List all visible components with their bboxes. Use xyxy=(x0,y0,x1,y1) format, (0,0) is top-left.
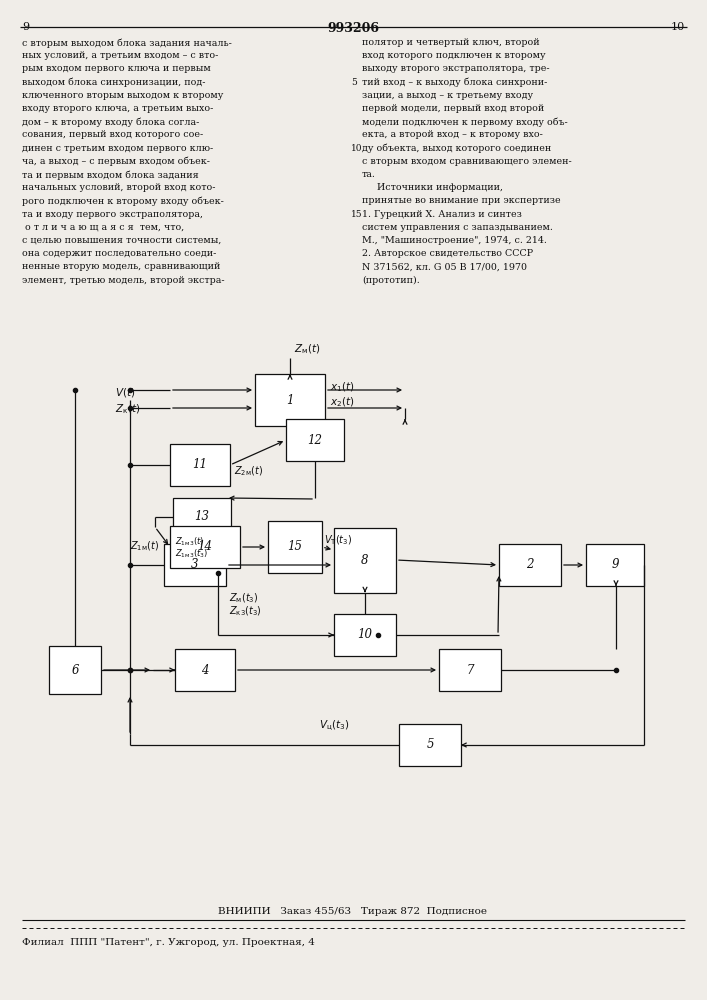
Text: $x_2(t)$: $x_2(t)$ xyxy=(330,395,354,409)
Text: 2. Авторское свидетельство СССР: 2. Авторское свидетельство СССР xyxy=(362,249,533,258)
Text: екта, а второй вход – к второму вхо-: екта, а второй вход – к второму вхо- xyxy=(362,130,543,139)
Text: $V_{\rm T}(t_3)$: $V_{\rm T}(t_3)$ xyxy=(324,533,352,547)
Text: 9: 9 xyxy=(612,558,619,572)
Text: та и входу первого экстраполятора,: та и входу первого экстраполятора, xyxy=(22,210,203,219)
Bar xyxy=(49,646,101,694)
Text: $Z_{\rm м}(t_3)$: $Z_{\rm м}(t_3)$ xyxy=(229,591,259,605)
Text: $Z_{1{\rm м}}(t)$: $Z_{1{\rm м}}(t)$ xyxy=(130,539,159,553)
Text: (прототип).: (прототип). xyxy=(362,276,420,285)
Text: 1. Гурецкий Х. Анализ и синтез: 1. Гурецкий Х. Анализ и синтез xyxy=(362,210,522,219)
Text: 1: 1 xyxy=(286,393,293,406)
Text: 10: 10 xyxy=(351,144,363,153)
Text: элемент, третью модель, второй экстра-: элемент, третью модель, второй экстра- xyxy=(22,276,225,285)
Bar xyxy=(268,521,322,573)
Text: тий вход – к выходу блока синхрони-: тий вход – к выходу блока синхрони- xyxy=(362,78,547,87)
Text: 3: 3 xyxy=(192,558,199,572)
Text: модели подключен к первому входу объ-: модели подключен к первому входу объ- xyxy=(362,117,568,127)
Text: 15: 15 xyxy=(351,210,363,219)
Text: ду объекта, выход которого соединен: ду объекта, выход которого соединен xyxy=(362,144,551,153)
Bar xyxy=(439,649,501,691)
Text: 6: 6 xyxy=(71,664,78,676)
Text: Источники информации,: Источники информации, xyxy=(362,183,503,192)
Text: входу второго ключа, а третьим выхо-: входу второго ключа, а третьим выхо- xyxy=(22,104,214,113)
Text: ключенного вторым выходом к второму: ключенного вторым выходом к второму xyxy=(22,91,223,100)
Text: та и первым входом блока задания: та и первым входом блока задания xyxy=(22,170,199,180)
Text: первой модели, первый вход второй: первой модели, первый вход второй xyxy=(362,104,544,113)
Bar xyxy=(164,544,226,586)
Bar xyxy=(173,498,231,536)
Text: 13: 13 xyxy=(194,510,209,524)
Bar xyxy=(255,374,325,426)
Text: ных условий, а третьим входом – с вто-: ных условий, а третьим входом – с вто- xyxy=(22,51,218,60)
Text: сования, первый вход которого сое-: сования, первый вход которого сое- xyxy=(22,130,203,139)
Text: ВНИИПИ   Заказ 455/63   Тираж 872  Подписное: ВНИИПИ Заказ 455/63 Тираж 872 Подписное xyxy=(218,907,488,916)
Text: $V(t)$: $V(t)$ xyxy=(115,386,135,399)
Text: с вторым входом сравнивающего элемен-: с вторым входом сравнивающего элемен- xyxy=(362,157,572,166)
Text: $V_{\rm ц}(t_3)$: $V_{\rm ц}(t_3)$ xyxy=(319,719,349,733)
Text: систем управления с запаздыванием.: систем управления с запаздыванием. xyxy=(362,223,553,232)
Text: дом – к второму входу блока согла-: дом – к второму входу блока согла- xyxy=(22,117,199,127)
Text: 8: 8 xyxy=(361,554,369,566)
Text: вход которого подключен к второму: вход которого подключен к второму xyxy=(362,51,546,60)
Text: полятор и четвертый ключ, второй: полятор и четвертый ключ, второй xyxy=(362,38,539,47)
Text: 15: 15 xyxy=(288,540,303,554)
Text: динен с третьим входом первого клю-: динен с третьим входом первого клю- xyxy=(22,144,214,153)
Text: рым входом первого ключа и первым: рым входом первого ключа и первым xyxy=(22,64,211,73)
Bar xyxy=(170,444,230,486)
Text: 12: 12 xyxy=(308,434,322,446)
Text: ненные вторую модель, сравнивающий: ненные вторую модель, сравнивающий xyxy=(22,262,221,271)
Text: 10: 10 xyxy=(671,22,685,32)
Text: $Z_{\rm к}(t)$: $Z_{\rm к}(t)$ xyxy=(115,402,140,416)
Text: 5: 5 xyxy=(351,78,357,87)
Bar xyxy=(175,649,235,691)
Text: М., "Машиностроение", 1974, с. 214.: М., "Машиностроение", 1974, с. 214. xyxy=(362,236,547,245)
Text: 4: 4 xyxy=(201,664,209,676)
Text: выходу второго экстраполятора, тре-: выходу второго экстраполятора, тре- xyxy=(362,64,549,73)
Text: она содержит последовательно соеди-: она содержит последовательно соеди- xyxy=(22,249,216,258)
Text: $Z_{2{\rm м}}(t)$: $Z_{2{\rm м}}(t)$ xyxy=(234,464,263,478)
Text: 993206: 993206 xyxy=(327,22,379,35)
Text: $Z_{1{\rm м3}}(t)$: $Z_{1{\rm м3}}(t)$ xyxy=(175,535,204,548)
Text: с целью повышения точности системы,: с целью повышения точности системы, xyxy=(22,236,221,245)
Text: 11: 11 xyxy=(192,458,207,472)
Text: 5: 5 xyxy=(426,738,434,752)
Text: $Z_{1{\rm м3}}(t_3)$: $Z_{1{\rm м3}}(t_3)$ xyxy=(175,548,208,560)
Text: принятые во внимание при экспертизе: принятые во внимание при экспертизе xyxy=(362,196,561,205)
Text: 2: 2 xyxy=(526,558,534,572)
Bar xyxy=(286,419,344,461)
Text: та.: та. xyxy=(362,170,376,179)
Text: рого подключен к второму входу объек-: рого подключен к второму входу объек- xyxy=(22,196,224,206)
Bar xyxy=(586,544,644,586)
Text: $Z_{\rm к3}(t_3)$: $Z_{\rm к3}(t_3)$ xyxy=(229,604,262,618)
Text: $x_1(t)$: $x_1(t)$ xyxy=(330,380,354,394)
Text: 9: 9 xyxy=(22,22,29,32)
Text: начальных условий, второй вход кото-: начальных условий, второй вход кото- xyxy=(22,183,216,192)
Text: $Z_{\rm м}(t)$: $Z_{\rm м}(t)$ xyxy=(294,342,320,356)
Bar xyxy=(334,614,396,656)
Text: зации, а выход – к третьему входу: зации, а выход – к третьему входу xyxy=(362,91,533,100)
Text: с вторым выходом блока задания началь-: с вторым выходом блока задания началь- xyxy=(22,38,232,47)
Bar xyxy=(170,526,240,568)
Bar xyxy=(399,724,461,766)
Bar xyxy=(334,528,396,592)
Text: 7: 7 xyxy=(466,664,474,676)
Text: N 371562, кл. G 05 В 17/00, 1970: N 371562, кл. G 05 В 17/00, 1970 xyxy=(362,262,527,271)
Text: о т л и ч а ю щ а я с я  тем, что,: о т л и ч а ю щ а я с я тем, что, xyxy=(22,223,185,232)
Text: 10: 10 xyxy=(358,629,373,642)
Text: 14: 14 xyxy=(197,540,213,554)
Text: ча, а выход – с первым входом объек-: ча, а выход – с первым входом объек- xyxy=(22,157,210,166)
Text: Филиал  ППП "Патент", г. Ужгород, ул. Проектная, 4: Филиал ППП "Патент", г. Ужгород, ул. Про… xyxy=(22,938,315,947)
Text: выходом блока синхронизации, под-: выходом блока синхронизации, под- xyxy=(22,78,206,87)
Bar xyxy=(499,544,561,586)
